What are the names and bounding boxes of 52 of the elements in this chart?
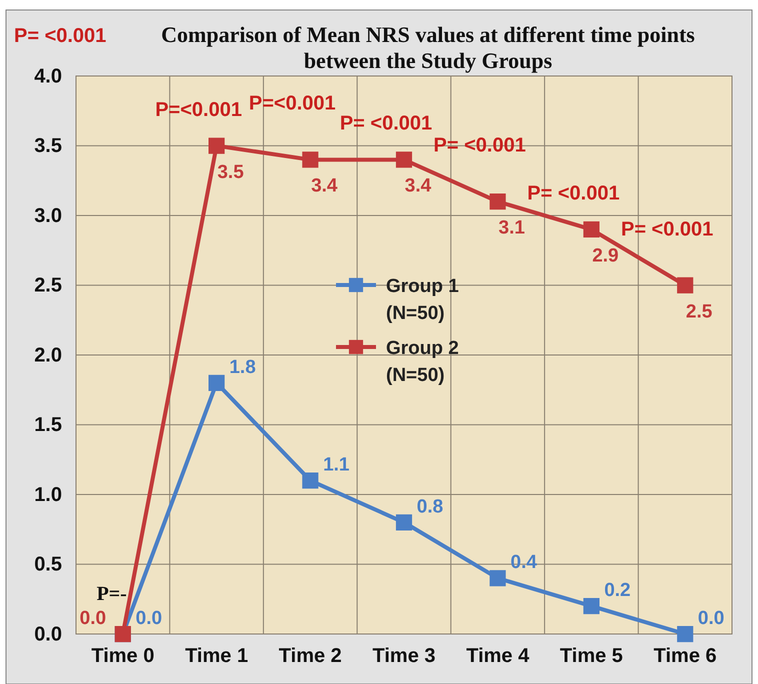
- text: 3.5: [34, 135, 62, 158]
- data-label: 3.5: [217, 162, 244, 183]
- point: [583, 221, 600, 238]
- annotation: P= <0.001: [527, 182, 620, 204]
- text: 0.0: [34, 623, 62, 646]
- text: P= <0.001: [14, 25, 106, 47]
- annotation: P=-: [96, 583, 127, 605]
- data-label: 2.9: [592, 245, 619, 266]
- text: 2.0: [34, 344, 62, 366]
- data-label: 0.8: [416, 496, 444, 518]
- x-tick-label: Time 2: [278, 645, 342, 668]
- annotation: P= <0.001: [340, 112, 432, 135]
- annotation: P= <0.001: [620, 218, 714, 240]
- data-label: 2.5: [686, 301, 713, 322]
- text: 0.5: [34, 554, 62, 576]
- point: [396, 152, 412, 168]
- annotation: P= <0.001: [434, 134, 526, 157]
- data-label: 0.0: [698, 608, 724, 629]
- data-label: 1.1: [323, 454, 350, 476]
- data-label: 0.0: [136, 608, 162, 629]
- x-tick-label: Time 0: [91, 645, 154, 668]
- data-label: 3.4: [311, 176, 338, 197]
- point: [302, 152, 318, 168]
- x-tick-label: Time 6: [654, 645, 717, 668]
- data-label: 1.8: [229, 356, 256, 378]
- point: [490, 570, 506, 586]
- point: [677, 626, 694, 642]
- text: 4.0: [34, 65, 62, 88]
- point: [677, 277, 694, 294]
- point: [302, 472, 318, 489]
- data-label: 3.4: [404, 176, 432, 197]
- x-tick-label: Time 1: [185, 645, 248, 668]
- x-tick-label: Time 4: [466, 645, 530, 668]
- text: 1.0: [34, 484, 62, 506]
- point: [583, 598, 600, 614]
- point: [208, 138, 225, 154]
- chart-title: Comparison of Mean NRS values at different time points between the Study Groups: [161, 22, 696, 73]
- point: [396, 514, 412, 530]
- data-label: 3.1: [498, 218, 526, 239]
- point: [208, 374, 225, 391]
- x-tick-label: Time 3: [372, 645, 436, 668]
- data-label: 0.2: [604, 580, 631, 602]
- annotation: P=<0.001: [248, 92, 336, 115]
- text: 3.0: [34, 204, 62, 227]
- x-tick-label: Time 5: [560, 645, 623, 668]
- legend-label: Group 2 (N=50): [386, 338, 459, 386]
- text: 2.5: [34, 274, 62, 297]
- legend-label: Group 1 (N=50): [386, 276, 460, 324]
- point: [490, 193, 506, 210]
- annotation: P=<0.001: [155, 98, 242, 121]
- data-label: 0.0: [80, 608, 106, 629]
- text: 1.5: [34, 414, 62, 436]
